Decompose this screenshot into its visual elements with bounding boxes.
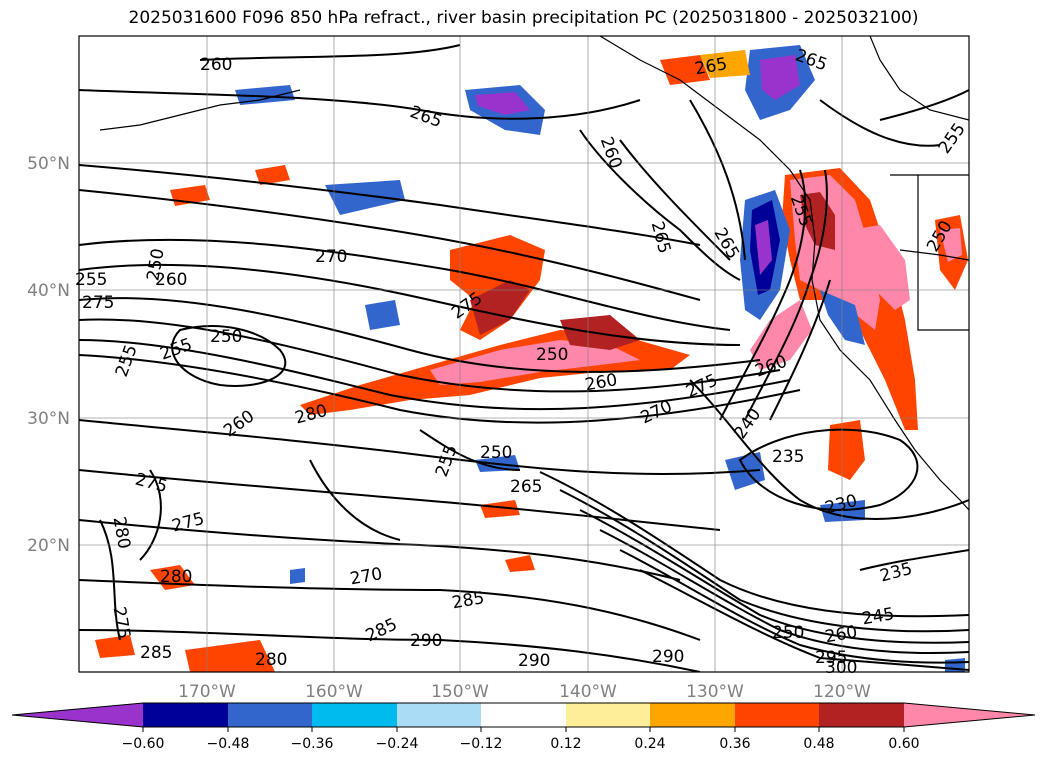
lon-label-150w: 150°W — [431, 682, 489, 702]
colorbar-tick-label: 0.12 — [550, 736, 582, 752]
colorbar-tick-label: −0.48 — [206, 736, 250, 752]
colorbar-segment — [566, 703, 650, 727]
longitude-labels: 170°W 160°W 150°W 140°W 130°W 120°W — [178, 682, 871, 702]
lon-label-120w: 120°W — [813, 682, 871, 702]
contour-label: 290 — [410, 631, 442, 651]
colorbar-tick-label: −0.60 — [121, 736, 165, 752]
plot-area — [78, 35, 970, 673]
contour-label: 300 — [825, 658, 857, 678]
contour-label: 260 — [155, 270, 187, 290]
colorbar-tick-label: 0.24 — [634, 736, 666, 752]
contour-label: 255 — [75, 270, 107, 290]
contour-label: 280 — [160, 567, 192, 587]
contour-label: 250 — [210, 327, 242, 347]
colorbar-segment — [904, 703, 1035, 727]
colorbar-tick-label: 0.36 — [719, 736, 751, 752]
colorbar-segment — [481, 703, 566, 727]
lon-label-140w: 140°W — [559, 682, 617, 702]
lon-label-170w: 170°W — [178, 682, 236, 702]
colorbar-segment — [397, 703, 481, 727]
colorbar-tick-label: 0.48 — [803, 736, 835, 752]
gridlines — [79, 36, 969, 672]
contour-label: 290 — [652, 647, 684, 667]
colorbar-tick-label: −0.24 — [375, 736, 419, 752]
contour-label: 235 — [772, 447, 804, 467]
lat-label-50n: 50°N — [27, 154, 70, 174]
latitude-labels: 50°N 40°N 30°N 20°N — [27, 154, 70, 556]
colorbar-segment — [650, 703, 735, 727]
contour-label: 290 — [518, 651, 550, 671]
colorbar-segment — [143, 703, 228, 727]
contour-label: 265 — [510, 477, 542, 497]
colorbar-segment — [228, 703, 312, 727]
contour-label: 260 — [200, 55, 232, 75]
precipitation-shading — [95, 45, 968, 672]
contour-label: 250 — [480, 443, 512, 463]
colorbar-segment — [819, 703, 904, 727]
refractivity-contours — [79, 44, 969, 672]
colorbar-segment — [312, 703, 397, 727]
lat-label-30n: 30°N — [27, 409, 70, 429]
colorbar-tick-label: 0.60 — [888, 736, 920, 752]
contour-label: 250 — [772, 623, 804, 643]
contour-label: 275 — [82, 293, 114, 313]
contour-label: 295 — [815, 648, 847, 668]
colorbar-segment — [735, 703, 819, 727]
contour-label: 280 — [255, 650, 287, 670]
colorbar-tick-label: −0.36 — [290, 736, 334, 752]
contour-label: 285 — [140, 643, 172, 663]
map-title: 2025031600 F096 850 hPa refract., river … — [128, 8, 919, 28]
lat-label-40n: 40°N — [27, 281, 70, 301]
coastlines — [99, 36, 969, 511]
colorbar-tick-label: −0.12 — [459, 736, 503, 752]
contour-label: 270 — [315, 247, 347, 267]
plot-frame — [78, 35, 970, 673]
colorbar — [11, 702, 1036, 732]
colorbar-segment — [12, 703, 143, 727]
contour-label: 250 — [536, 345, 568, 365]
lon-label-160w: 160°W — [305, 682, 363, 702]
lon-label-130w: 130°W — [686, 682, 744, 702]
lat-label-20n: 20°N — [27, 536, 70, 556]
